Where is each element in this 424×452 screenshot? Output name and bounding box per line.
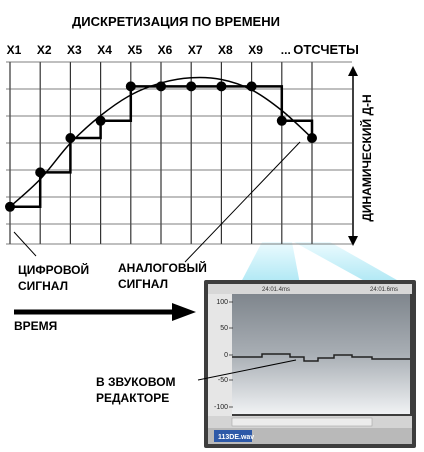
dynamic-range-arrow xyxy=(348,66,358,246)
editor-file-tab: 113DE.wav xyxy=(218,434,254,441)
sample-label: X5 xyxy=(127,43,142,57)
sample-point xyxy=(95,115,106,126)
sample-label: ... xyxy=(281,43,291,57)
editor-y-tick-label: -100 xyxy=(214,404,228,411)
editor-label-1: В ЗВУКОВОМ xyxy=(96,375,176,389)
editor-waveform xyxy=(232,353,410,362)
analog-leader-line xyxy=(184,141,301,263)
editor-timecode-1: 24:01.4ms xyxy=(262,287,290,293)
editor-y-tick-label: 50 xyxy=(220,325,228,332)
sample-point xyxy=(35,167,46,178)
digital-signal-label-1: ЦИФРОВОЙ xyxy=(18,262,89,277)
samples-label: ОТСЧЕТЫ xyxy=(293,42,359,57)
digital-leader-line xyxy=(13,231,37,257)
editor-label-2: РЕДАКТОРЕ xyxy=(96,391,169,405)
sample-label: X8 xyxy=(218,43,233,57)
sample-label: X1 xyxy=(7,43,22,57)
sound-editor-window: 24:01.4ms 24:01.6ms 100 50 0 -50 -100 113DE.… xyxy=(204,280,416,448)
sample-label: X6 xyxy=(158,43,173,57)
editor-y-tick-label: 100 xyxy=(216,299,228,306)
sample-point xyxy=(246,81,257,92)
sample-point xyxy=(125,81,136,92)
editor-leader-line xyxy=(197,359,297,381)
editor-y-tick-label: 0 xyxy=(224,352,228,359)
sample-label: X9 xyxy=(248,43,263,57)
editor-y-tick-label: -50 xyxy=(218,377,228,384)
sample-label: X2 xyxy=(37,43,52,57)
sample-labels: X1 X2 X3 X4 X5 X6 X7 X8 X9... xyxy=(7,43,291,57)
editor-y-ticks: 100 50 0 -50 -100 xyxy=(214,299,233,411)
sample-point xyxy=(65,133,76,143)
time-arrow xyxy=(14,303,196,321)
zoom-beams xyxy=(240,242,404,284)
analog-signal-label-1: АНАЛОГОВЫЙ xyxy=(118,260,207,275)
sample-label: X4 xyxy=(97,43,112,57)
sample-point xyxy=(276,115,287,126)
sample-points xyxy=(5,81,317,212)
time-label: ВРЕМЯ xyxy=(14,319,57,333)
sample-point xyxy=(156,81,166,92)
diagram-title: ДИСКРЕТИЗАЦИЯ ПО ВРЕМЕНИ xyxy=(72,14,280,29)
sample-point xyxy=(216,81,227,92)
sample-point xyxy=(307,133,317,143)
editor-timecode-2: 24:01.6ms xyxy=(370,287,398,293)
digital-signal-label-2: СИГНАЛ xyxy=(18,279,68,293)
grid xyxy=(6,61,352,245)
dynamic-range-label: ДИНАМИЧЕСКИЙ Д-Н xyxy=(359,94,374,221)
sample-label: X7 xyxy=(188,43,203,57)
analog-signal-label-2: СИГНАЛ xyxy=(118,277,168,291)
sample-label: X3 xyxy=(67,43,82,57)
sample-point xyxy=(5,201,15,212)
sample-point xyxy=(186,81,197,92)
